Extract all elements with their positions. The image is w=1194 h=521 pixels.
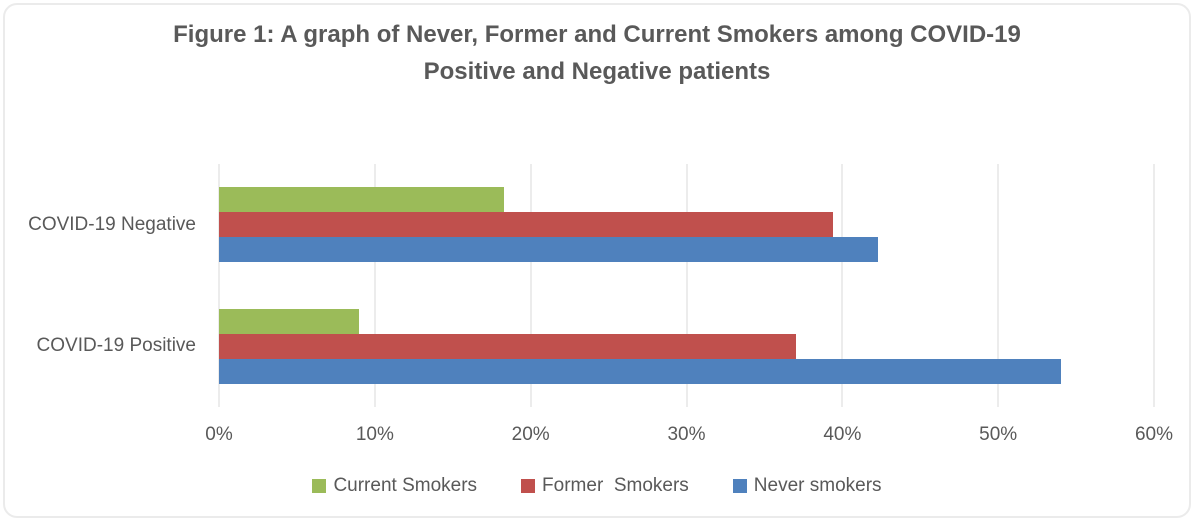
- bar-never-smokers-covid-19-negative: [219, 237, 879, 263]
- x-tick-label-50%: 50%: [979, 424, 1018, 445]
- bar-never-smokers-covid-19-positive: [219, 358, 1061, 384]
- plot-area: [218, 164, 1155, 407]
- x-tick-label-40%: 40%: [823, 424, 862, 445]
- bar-group-covid-19-positive: [219, 286, 1154, 408]
- gridline-60%: [1153, 164, 1155, 407]
- gridline-50%: [997, 164, 999, 407]
- legend-swatch-former-smokers: [521, 479, 536, 493]
- legend-label-current-smokers: Current Smokers: [333, 475, 478, 496]
- category-axis: COVID-19 Negative COVID-19 Positive: [0, 164, 196, 407]
- bar-group-covid-19-negative: [219, 164, 1154, 286]
- category-label-covid-19-negative: COVID-19 Negative: [28, 213, 196, 235]
- chart-title-line-1: Figure 1: A graph of Never, Former and C…: [173, 21, 1021, 48]
- bar-former-smokers-covid-19-negative: [219, 212, 833, 238]
- legend-item-never-smokers: Never smokers: [732, 475, 882, 497]
- bar-former-smokers-covid-19-positive: [219, 333, 796, 359]
- legend-item-former-smokers: Former Smokers: [521, 475, 689, 497]
- gridline-0%: [218, 164, 220, 407]
- chart-title: Figure 1: A graph of Never, Former and C…: [97, 16, 1097, 90]
- x-tick-label-30%: 30%: [667, 424, 706, 445]
- legend-label-never-smokers: Never smokers: [753, 475, 882, 496]
- x-axis: 0% 10% 20% 30% 40% 50% 60%: [205, 424, 1173, 452]
- x-tick-label-10%: 10%: [355, 424, 394, 445]
- x-tick-label-0%: 0%: [205, 424, 233, 445]
- gridline-10%: [374, 164, 376, 407]
- bar-current-smokers-covid-19-negative: [219, 187, 505, 213]
- chart-title-line-2: Positive and Negative patients: [423, 58, 771, 85]
- x-tick-label-60%: 60%: [1134, 424, 1174, 445]
- legend-item-current-smokers: Current Smokers: [312, 475, 477, 497]
- gridline-40%: [841, 164, 843, 407]
- gridline-20%: [530, 164, 532, 407]
- bar-current-smokers-covid-19-positive: [219, 308, 360, 334]
- legend-label-former-smokers: Former Smokers: [542, 475, 689, 496]
- legend-swatch-current-smokers: [312, 479, 327, 493]
- legend: Current Smokers Former Smokers Never smoke…: [0, 475, 1194, 497]
- legend-swatch-never-smokers: [732, 479, 747, 493]
- gridline-30%: [686, 164, 687, 407]
- category-label-covid-19-positive: COVID-19 Positive: [36, 335, 196, 357]
- x-tick-label-20%: 20%: [511, 424, 550, 445]
- bar-rows: [219, 164, 1154, 407]
